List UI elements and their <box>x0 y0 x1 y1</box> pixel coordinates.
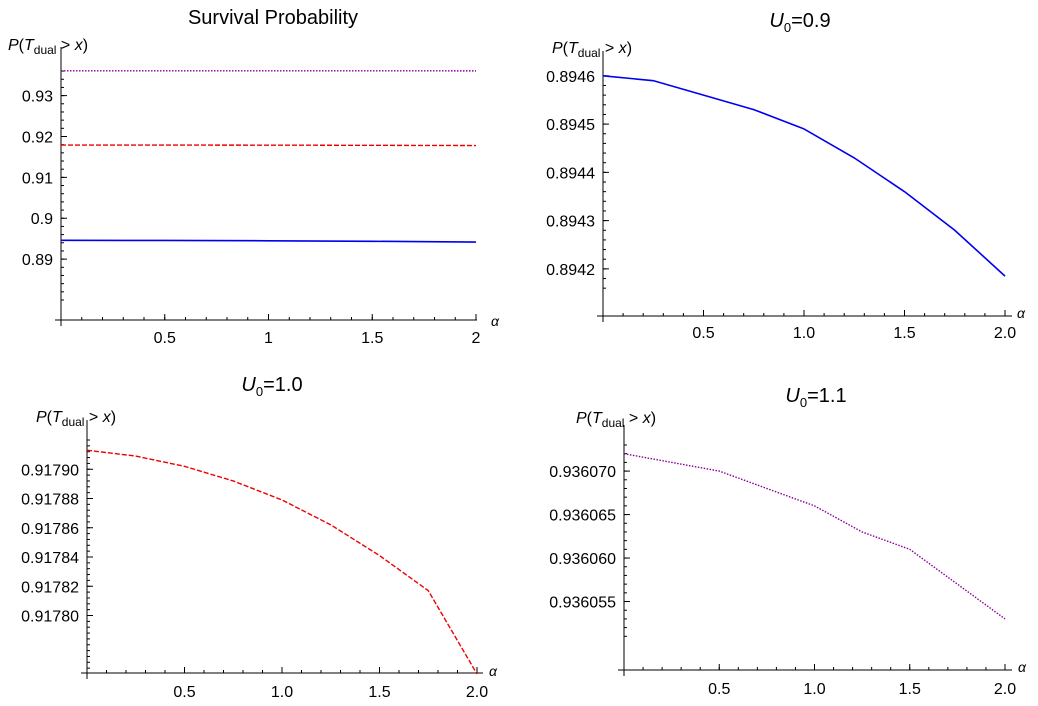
y-tick-label: 0.936065 <box>549 508 616 525</box>
y-tick-label: 0.9 <box>31 211 53 228</box>
chart-panel-3: 0.5 1.0 1.5 2.0 0.91780 0.91782 0.91784 0.91786… <box>21 374 498 701</box>
y-axis-label: P(Tdual > x) <box>576 410 656 430</box>
y-tick-label: 0.8942 <box>546 262 595 279</box>
chart-title: U0=1.1 <box>785 385 846 410</box>
x-tick-label: 0.5 <box>692 325 714 342</box>
series-line-1 <box>60 239 477 243</box>
y-tick-label: 0.936055 <box>549 595 616 612</box>
series-line-1 <box>623 453 1006 620</box>
y-tick-label: 0.936060 <box>549 551 616 568</box>
x-tick-label: 2.0 <box>994 681 1016 698</box>
x-tick-label: 1.5 <box>368 684 390 701</box>
y-tick-label: 0.8944 <box>546 165 595 182</box>
y-axis-label: P(Tdual > x) <box>552 40 632 60</box>
y-tick-label: 0.91786 <box>21 521 79 538</box>
x-tick-label: 1.5 <box>899 681 921 698</box>
y-tick-label: 0.8945 <box>546 117 595 134</box>
x-tick-label: 2.0 <box>466 684 488 701</box>
series-line-1 <box>602 75 1006 277</box>
chart-title: Survival Probability <box>188 7 358 29</box>
x-axis-label: α <box>489 663 498 679</box>
x-tick-label: 2.0 <box>994 325 1016 342</box>
y-tick-label: 0.92 <box>22 129 53 146</box>
y-axis-label: P(Tdual > x) <box>36 409 116 429</box>
chart-title: U0=0.9 <box>769 10 830 35</box>
y-tick-label: 0.91780 <box>21 609 79 626</box>
y-tick-label: 0.91784 <box>21 550 79 567</box>
x-tick-label: 1.0 <box>271 684 293 701</box>
series-line-1 <box>86 449 478 675</box>
x-axis-label: α <box>1018 659 1027 675</box>
y-tick-label: 0.8943 <box>546 214 595 231</box>
x-axis-label: α <box>1017 305 1026 321</box>
y-axis-label: P(Tdual > x) <box>8 37 88 57</box>
x-tick-label: 0.5 <box>154 330 176 347</box>
y-tick-label: 0.8946 <box>546 69 595 86</box>
x-tick-label: 1.0 <box>803 681 825 698</box>
y-tick-label: 0.91790 <box>21 462 79 479</box>
x-tick-label: 1.0 <box>793 325 815 342</box>
y-tick-label: 0.91788 <box>21 492 79 509</box>
y-tick-label: 0.93 <box>22 89 53 106</box>
y-tick-label: 0.89 <box>22 252 53 269</box>
y-tick-label: 0.936070 <box>549 464 616 481</box>
x-tick-label: 1 <box>264 330 273 347</box>
x-tick-label: 0.5 <box>173 684 195 701</box>
x-tick-label: 1.5 <box>361 330 383 347</box>
x-axis-label: α <box>491 313 500 329</box>
x-tick-label: 2 <box>472 330 481 347</box>
chart-panel-2: 0.5 1.0 1.5 2.0 0.8942 0.8943 0.8944 0.8945 0.89… <box>546 10 1026 342</box>
x-tick-label: 0.5 <box>708 681 730 698</box>
y-tick-label: 0.91782 <box>21 579 79 596</box>
chart-panel-1: 0.5 1 1.5 2 0.89 0.9 0.91 0.92 0.93 Survival Prob… <box>8 7 500 347</box>
chart-panel-4: 0.5 1.0 1.5 2.0 0.936055 0.936060 0.936065 0.93… <box>549 385 1027 698</box>
y-tick-label: 0.91 <box>22 170 53 187</box>
x-tick-label: 1.5 <box>893 325 915 342</box>
chart-title: U0=1.0 <box>241 374 302 399</box>
